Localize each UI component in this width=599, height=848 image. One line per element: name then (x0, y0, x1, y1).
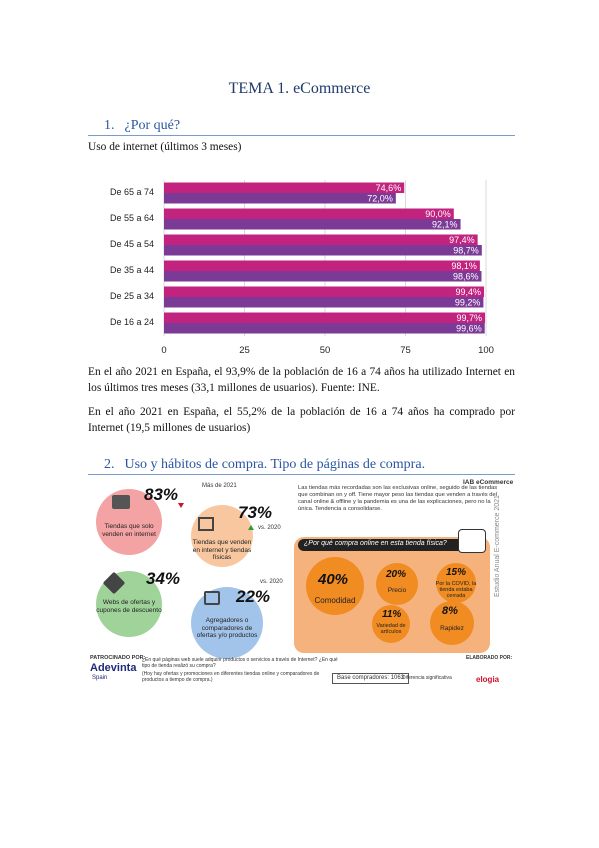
data-label: 90,0% (425, 209, 451, 219)
x-tick-label: 75 (400, 345, 411, 356)
section-title: ¿Por qué? (124, 118, 181, 133)
section-title: Uso y hábitos de compra. Tipo de páginas… (124, 457, 426, 472)
data-label: 99,7% (457, 313, 483, 323)
sponsor-logo: Adevinta (90, 662, 137, 674)
circle-mixed-stores (191, 505, 253, 567)
intro-text: Las tiendas más recordadas son las exclu… (298, 485, 498, 512)
reasons-title-bar (298, 539, 474, 551)
reason-pct: 15% (446, 567, 467, 578)
category-label: De 65 a 74 (110, 187, 154, 197)
shopping-habits-infographic: IAB eCommerce Las tiendas más recordadas… (86, 477, 516, 699)
reason-label: Comodidad (314, 596, 356, 605)
bar (164, 219, 461, 230)
pct-mixed-stores: 73% (238, 503, 273, 522)
reason-pct: 8% (442, 605, 458, 617)
reason-circle-precio (376, 563, 418, 605)
data-label: 98,6% (453, 272, 479, 282)
footnote-1: ¿En qué páginas web suele adquirir produ… (142, 657, 338, 669)
x-tick-label: 50 (320, 345, 331, 356)
internet-usage-chart: 0 25 50 75 100 De 65 a 74 74,6%72,0% De 55 a 64… (110, 180, 494, 356)
reason-pct: 40% (318, 571, 349, 588)
data-label: 98,1% (451, 261, 477, 271)
section-rule (88, 474, 515, 475)
category-label: De 55 a 64 (110, 213, 154, 223)
shopping-icon (458, 529, 486, 553)
data-label: 99,2% (455, 298, 481, 308)
reason-label: Por la COVID, la tienda estaba cerrada (435, 581, 477, 599)
section-heading-1: 1. ¿Por qué? (104, 118, 180, 134)
bar (164, 271, 482, 282)
reason-circle-comodidad (306, 557, 364, 615)
reason-pct: 20% (386, 569, 407, 580)
up-arrow-icon (248, 525, 254, 530)
category-label: De 16 a 24 (110, 317, 154, 327)
section-number: 1. (104, 118, 115, 133)
significance-legend: Diferencia significativa (402, 675, 452, 681)
reason-label: Variedad de artículos (376, 623, 406, 635)
reason-circle-rapidez (430, 601, 474, 645)
pct-aggregators: 22% (236, 587, 271, 606)
bar (164, 286, 485, 297)
category-label: De 25 a 34 (110, 291, 154, 301)
section-heading-2: 2. Uso y hábitos de compra. Tipo de págin… (104, 457, 425, 473)
bar (164, 260, 480, 271)
x-tick-label: 0 (161, 345, 166, 356)
data-label: 74,6% (376, 183, 402, 193)
paragraph-internet-use: En el año 2021 en España, el 93,9% de la… (88, 366, 515, 394)
reason-circle-variedad (372, 605, 410, 643)
bar (164, 208, 454, 219)
elaborated-logo: elogia (476, 675, 500, 684)
bar (164, 245, 482, 256)
down-arrow-icon (178, 503, 184, 508)
reason-label: Rapidez (440, 625, 464, 632)
category-label: De 45 a 54 (110, 239, 154, 249)
note-label: vs. 2020 (258, 525, 281, 531)
chart-caption: Uso de internet (últimos 3 meses) (88, 141, 242, 153)
bar (164, 312, 486, 323)
storefront-icon (198, 517, 214, 531)
label-coupon-sites: Webs de ofertas y cupones de descuento (96, 599, 162, 614)
sponsor-label: PATROCINADO POR: (90, 655, 146, 661)
sponsor-sub: Spain (92, 675, 108, 681)
data-label: 92,1% (432, 220, 458, 230)
elaborated-label: ELABORADO POR: (466, 655, 513, 661)
side-label: Estudio Anual E-commerce 2021 (494, 495, 501, 597)
footnote-2: (Hoy hay ofertas y promociones en difere… (142, 671, 320, 683)
x-tick-label: 100 (478, 345, 494, 356)
page-title: TEMA 1. eCommerce (228, 80, 371, 97)
bar (164, 297, 484, 308)
data-label: 99,4% (456, 287, 482, 297)
category-label: De 35 a 44 (110, 265, 154, 275)
section-rule (88, 135, 515, 136)
section-number: 2. (104, 457, 115, 472)
reason-circle-covid (436, 563, 476, 603)
label-aggregators: Agregadores o comparadores de ofertas y/… (196, 617, 258, 639)
note-label: vs. 2020 (260, 579, 283, 585)
data-label: 99,6% (456, 324, 482, 334)
label-mixed-stores: Tiendas que venden en internet y tiendas… (192, 539, 252, 561)
data-label: 97,4% (449, 235, 475, 245)
paragraph-online-shopping: En el año 2021 en España, el 55,2% de la… (88, 406, 515, 434)
pct-online-stores: 83% (144, 485, 179, 504)
data-label: 98,7% (453, 246, 479, 256)
reasons-title: ¿Por qué compra online en esta tienda fí… (304, 540, 447, 547)
label-online-stores: Tiendas que solo venden en internet (102, 523, 156, 538)
note-label: Más de 2021 (202, 483, 237, 489)
reason-pct: 11% (382, 609, 402, 620)
circle-aggregators (191, 587, 263, 659)
data-label: 72,0% (367, 194, 393, 204)
x-tick-label: 25 (239, 345, 250, 356)
bar (164, 182, 405, 193)
brand-label: IAB eCommerce (463, 479, 514, 486)
pct-coupon-sites: 34% (146, 569, 181, 588)
compare-icon (204, 591, 220, 605)
base-box: Base compradores: 1063 (332, 673, 410, 684)
bar (164, 193, 396, 204)
reason-label: Precio (387, 587, 407, 594)
laptop-cart-icon (112, 495, 130, 509)
bar (164, 234, 478, 245)
bar (164, 323, 485, 334)
